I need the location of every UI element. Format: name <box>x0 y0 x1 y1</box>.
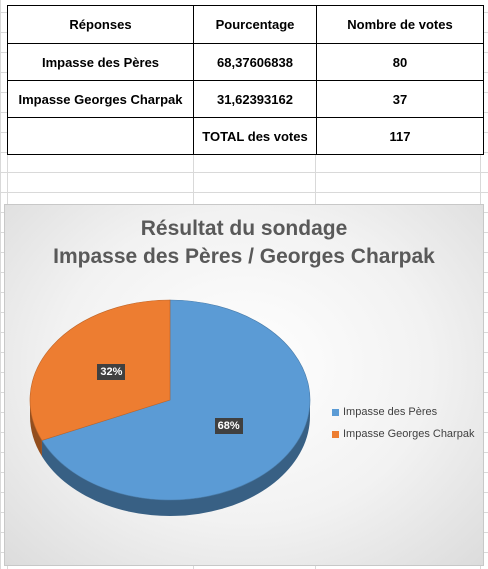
legend-item[interactable]: Impasse Georges Charpak <box>332 423 474 445</box>
results-table: Réponses Pourcentage Nombre de votes Imp… <box>7 5 484 155</box>
header-pourcentage[interactable]: Pourcentage <box>193 5 317 44</box>
header-nombre-votes[interactable]: Nombre de votes <box>316 5 484 44</box>
cell-votes[interactable]: 80 <box>316 43 484 81</box>
table-header-row: Réponses Pourcentage Nombre de votes <box>7 5 484 44</box>
pie-slice-side <box>41 400 310 516</box>
data-label: 32% <box>97 363 126 380</box>
pie-slice-side <box>30 400 42 457</box>
table-row: Impasse Georges Charpak 31,62393162 37 <box>7 80 484 118</box>
pie-plot <box>29 299 311 516</box>
cell-empty[interactable] <box>7 117 194 155</box>
table-total-row: TOTAL des votes 117 <box>7 117 484 155</box>
table-row: Impasse des Pères 68,37606838 80 <box>7 43 484 81</box>
cell-total-votes[interactable]: 117 <box>316 117 484 155</box>
cell-reponse[interactable]: Impasse Georges Charpak <box>7 80 194 118</box>
pie-chart[interactable]: Résultat du sondage Impasse des Pères / … <box>4 204 484 566</box>
header-reponses[interactable]: Réponses <box>7 5 194 44</box>
legend-swatch <box>332 408 339 416</box>
chart-title-line2: Impasse des Pères / Georges Charpak <box>53 245 435 268</box>
cell-total-label[interactable]: TOTAL des votes <box>193 117 317 155</box>
cell-votes[interactable]: 37 <box>316 80 484 118</box>
cell-pourcentage[interactable]: 68,37606838 <box>193 43 317 81</box>
legend-item[interactable]: Impasse des Pères <box>332 401 474 423</box>
legend-label: Impasse des Pères <box>343 406 438 418</box>
cell-pourcentage[interactable]: 31,62393162 <box>193 80 317 118</box>
pie-slice[interactable] <box>41 299 311 501</box>
data-label: 68% <box>214 418 243 435</box>
legend-swatch <box>332 430 339 438</box>
chart-legend: Impasse des Pères Impasse Georges Charpak <box>332 401 474 445</box>
cell-reponse[interactable]: Impasse des Pères <box>7 43 194 81</box>
legend-label: Impasse Georges Charpak <box>343 428 475 440</box>
chart-title-line1: Résultat du sondage <box>140 217 348 240</box>
